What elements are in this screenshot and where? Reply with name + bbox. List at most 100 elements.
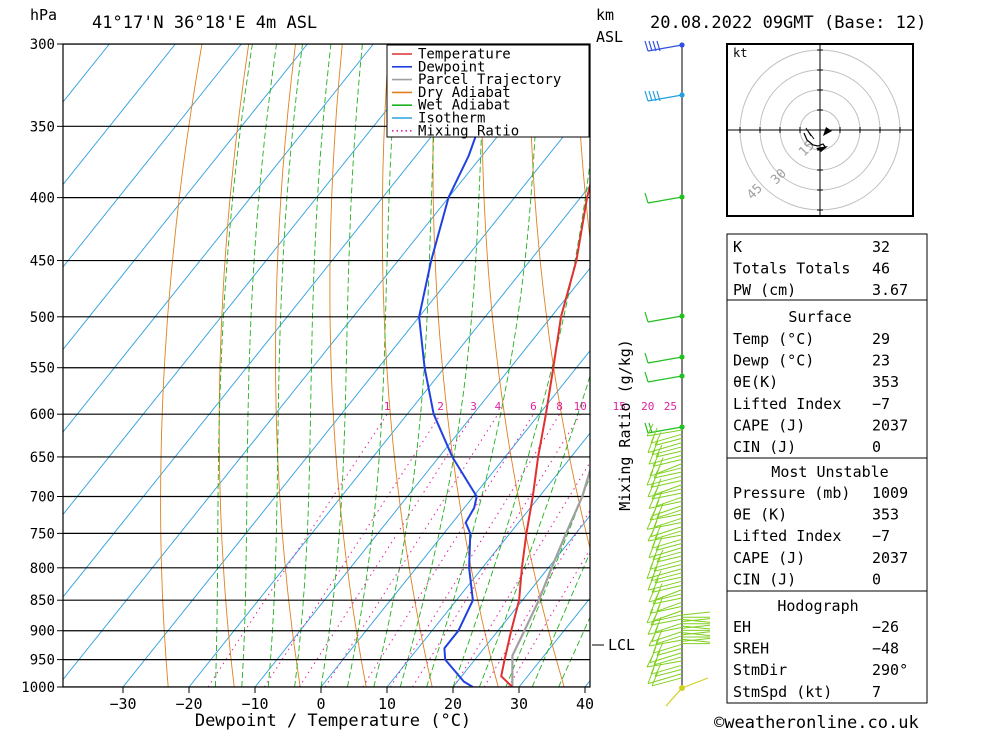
wind-barb: [646, 423, 654, 437]
wind-barb: [665, 687, 683, 707]
wind-barb: [681, 618, 711, 623]
index-label: PW (cm): [733, 281, 796, 299]
parcel-trajectory-line: [511, 467, 590, 687]
wind-barb: [681, 637, 711, 642]
wind-barb: [655, 589, 683, 601]
wind-barb: [681, 611, 711, 616]
wind-barb: [651, 584, 683, 593]
wind-barb: [648, 587, 656, 602]
hodograph-unit-label: kt: [733, 46, 747, 60]
wind-barb: [654, 432, 662, 446]
wet-adiabat-line: [294, 44, 332, 687]
mixing-ratio-line: [263, 413, 441, 687]
mixing-ratio-line: [207, 413, 388, 687]
wind-barb: [653, 563, 683, 572]
wind-barb: [649, 461, 657, 476]
index-label: EH: [733, 618, 751, 636]
wind-barb: [647, 426, 683, 434]
temp-tick-label: −30: [109, 695, 136, 713]
index-value: 353: [872, 506, 899, 524]
wind-barb: [650, 433, 683, 444]
hodograph: kt 15 30 45: [726, 43, 914, 217]
wind-barb: [647, 356, 683, 364]
pressure-tick-label: 350: [30, 119, 55, 135]
mixing-ratio-label: 2: [437, 400, 444, 413]
pressure-tick-label: 750: [30, 526, 55, 542]
wind-barb: [644, 422, 649, 434]
wind-barb: [649, 559, 683, 570]
wind-barb: [644, 311, 649, 323]
wind-barb: [681, 618, 711, 623]
hodograph-trace: [803, 132, 827, 149]
wind-barb: [652, 643, 683, 654]
wind-barb: [647, 482, 655, 497]
wind-barb: [651, 579, 659, 593]
index-value: 29: [872, 330, 890, 348]
temp-tick-label: −20: [175, 695, 202, 713]
wind-barb: [651, 446, 683, 456]
pressure-tick-label: 1000: [21, 680, 55, 696]
wind-barb: [647, 626, 683, 635]
wind-barb: [646, 654, 654, 668]
wind-barb: [656, 503, 664, 518]
wind-barb: [656, 549, 664, 563]
mixing-ratio-axis-label: Mixing Ratio (g/kg): [616, 339, 634, 511]
mixing-ratio-line: [362, 413, 534, 687]
index-value: 290°: [872, 661, 908, 679]
lcl-label: LCL: [608, 636, 635, 654]
temp-tick-label: 30: [510, 695, 528, 713]
mixing-ratio-label: 6: [530, 400, 537, 413]
wind-barb: [655, 444, 663, 458]
wind-barb: [653, 610, 683, 622]
wind-barb: [647, 534, 683, 542]
wind-barb: [679, 373, 685, 379]
mixing-ratio-line: [507, 548, 590, 687]
wind-barb: [681, 638, 711, 643]
mixing-ratio-label: 8: [556, 400, 563, 413]
temp-tick-label: −10: [241, 695, 268, 713]
wind-barb: [646, 429, 683, 437]
wet-adiabat-line: [241, 44, 277, 687]
wind-barb: [655, 635, 683, 645]
wind-barb: [655, 542, 683, 551]
legend-entry: Mixing Ratio: [418, 123, 519, 139]
credit-text: ©weatheronline.co.uk: [714, 713, 919, 733]
index-label: Lifted Index: [733, 527, 841, 545]
pressure-tick-label: 500: [30, 310, 55, 326]
wind-barb: [651, 677, 683, 687]
wind-barb: [647, 528, 655, 542]
mixing-ratio-label: 4: [495, 400, 502, 413]
wet-adiabat-line: [346, 44, 399, 687]
storm-motion-arrow: [823, 127, 832, 136]
wind-barb: [647, 315, 683, 323]
section-title: Surface: [788, 308, 851, 326]
isotherm-line: [63, 44, 374, 433]
mixing-ratio-line: [298, 413, 475, 687]
temp-tick-label: 10: [378, 695, 396, 713]
temperature-line: [500, 44, 590, 687]
pressure-tick-label: 400: [30, 191, 55, 207]
wind-barb: [654, 663, 662, 677]
index-label: Dewp (°C): [733, 352, 814, 370]
wind-barb: [679, 424, 685, 430]
pressure-tick-label: 800: [30, 561, 55, 577]
wind-barb: [651, 671, 659, 686]
wind-barb: [651, 631, 683, 643]
index-label: Totals Totals: [733, 260, 850, 278]
wind-barb: [679, 685, 685, 691]
wind-barb: [679, 313, 685, 319]
index-label: CAPE (J): [733, 549, 805, 567]
wind-barb: [648, 449, 656, 465]
wet-adiabat-line: [478, 374, 590, 687]
wind-barb: [656, 40, 661, 52]
index-value: 353: [872, 373, 899, 391]
wind-barb: [654, 570, 662, 584]
wind-barb: [644, 371, 649, 383]
wind-barb: [644, 40, 649, 52]
temperature-axis: −30 −20 −10 0 10 20 30 40: [109, 687, 594, 713]
isotherm-line: [254, 267, 590, 687]
wind-barb: [656, 463, 683, 475]
wind-barb: [653, 650, 661, 665]
wind-barb: [652, 458, 683, 467]
index-label: Pressure (mb): [733, 484, 850, 502]
